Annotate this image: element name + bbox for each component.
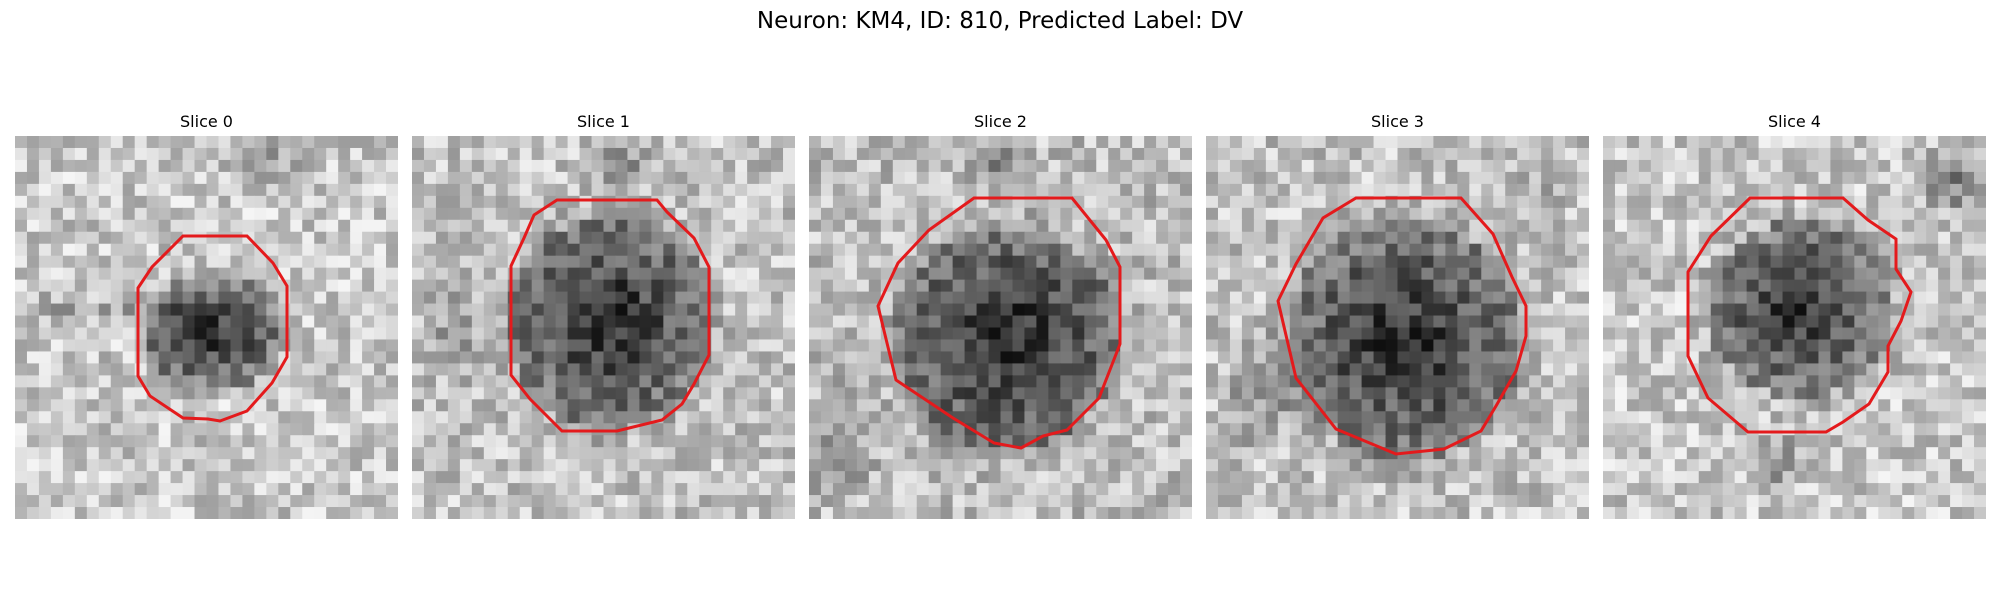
slice-title-2: Slice 2 <box>974 112 1027 131</box>
slice-image-3 <box>1206 136 1589 519</box>
slice-image-0 <box>15 136 398 519</box>
figure-title: Neuron: KM4, ID: 810, Predicted Label: D… <box>756 8 1244 34</box>
slice-panel-2: Slice 2 <box>809 110 1192 519</box>
slice-panel-4: Slice 4 <box>1603 110 1986 519</box>
slice-panel-0: Slice 0 <box>15 110 398 519</box>
slice-title-3: Slice 3 <box>1371 112 1424 131</box>
slice-title-1: Slice 1 <box>577 112 630 131</box>
cell-outline-0 <box>136 234 289 423</box>
cell-outline-3 <box>1276 196 1528 456</box>
slice-image-1 <box>412 136 795 519</box>
slice-panel-3: Slice 3 <box>1206 110 1589 519</box>
cell-outline-4 <box>1686 196 1913 434</box>
slice-panel-1: Slice 1 <box>412 110 795 519</box>
slice-title-0: Slice 0 <box>180 112 233 131</box>
slice-title-4: Slice 4 <box>1768 112 1821 131</box>
slice-image-2 <box>809 136 1192 519</box>
cell-outline-1 <box>509 198 711 433</box>
slice-image-4 <box>1603 136 1986 519</box>
cell-outline-2 <box>876 196 1122 450</box>
